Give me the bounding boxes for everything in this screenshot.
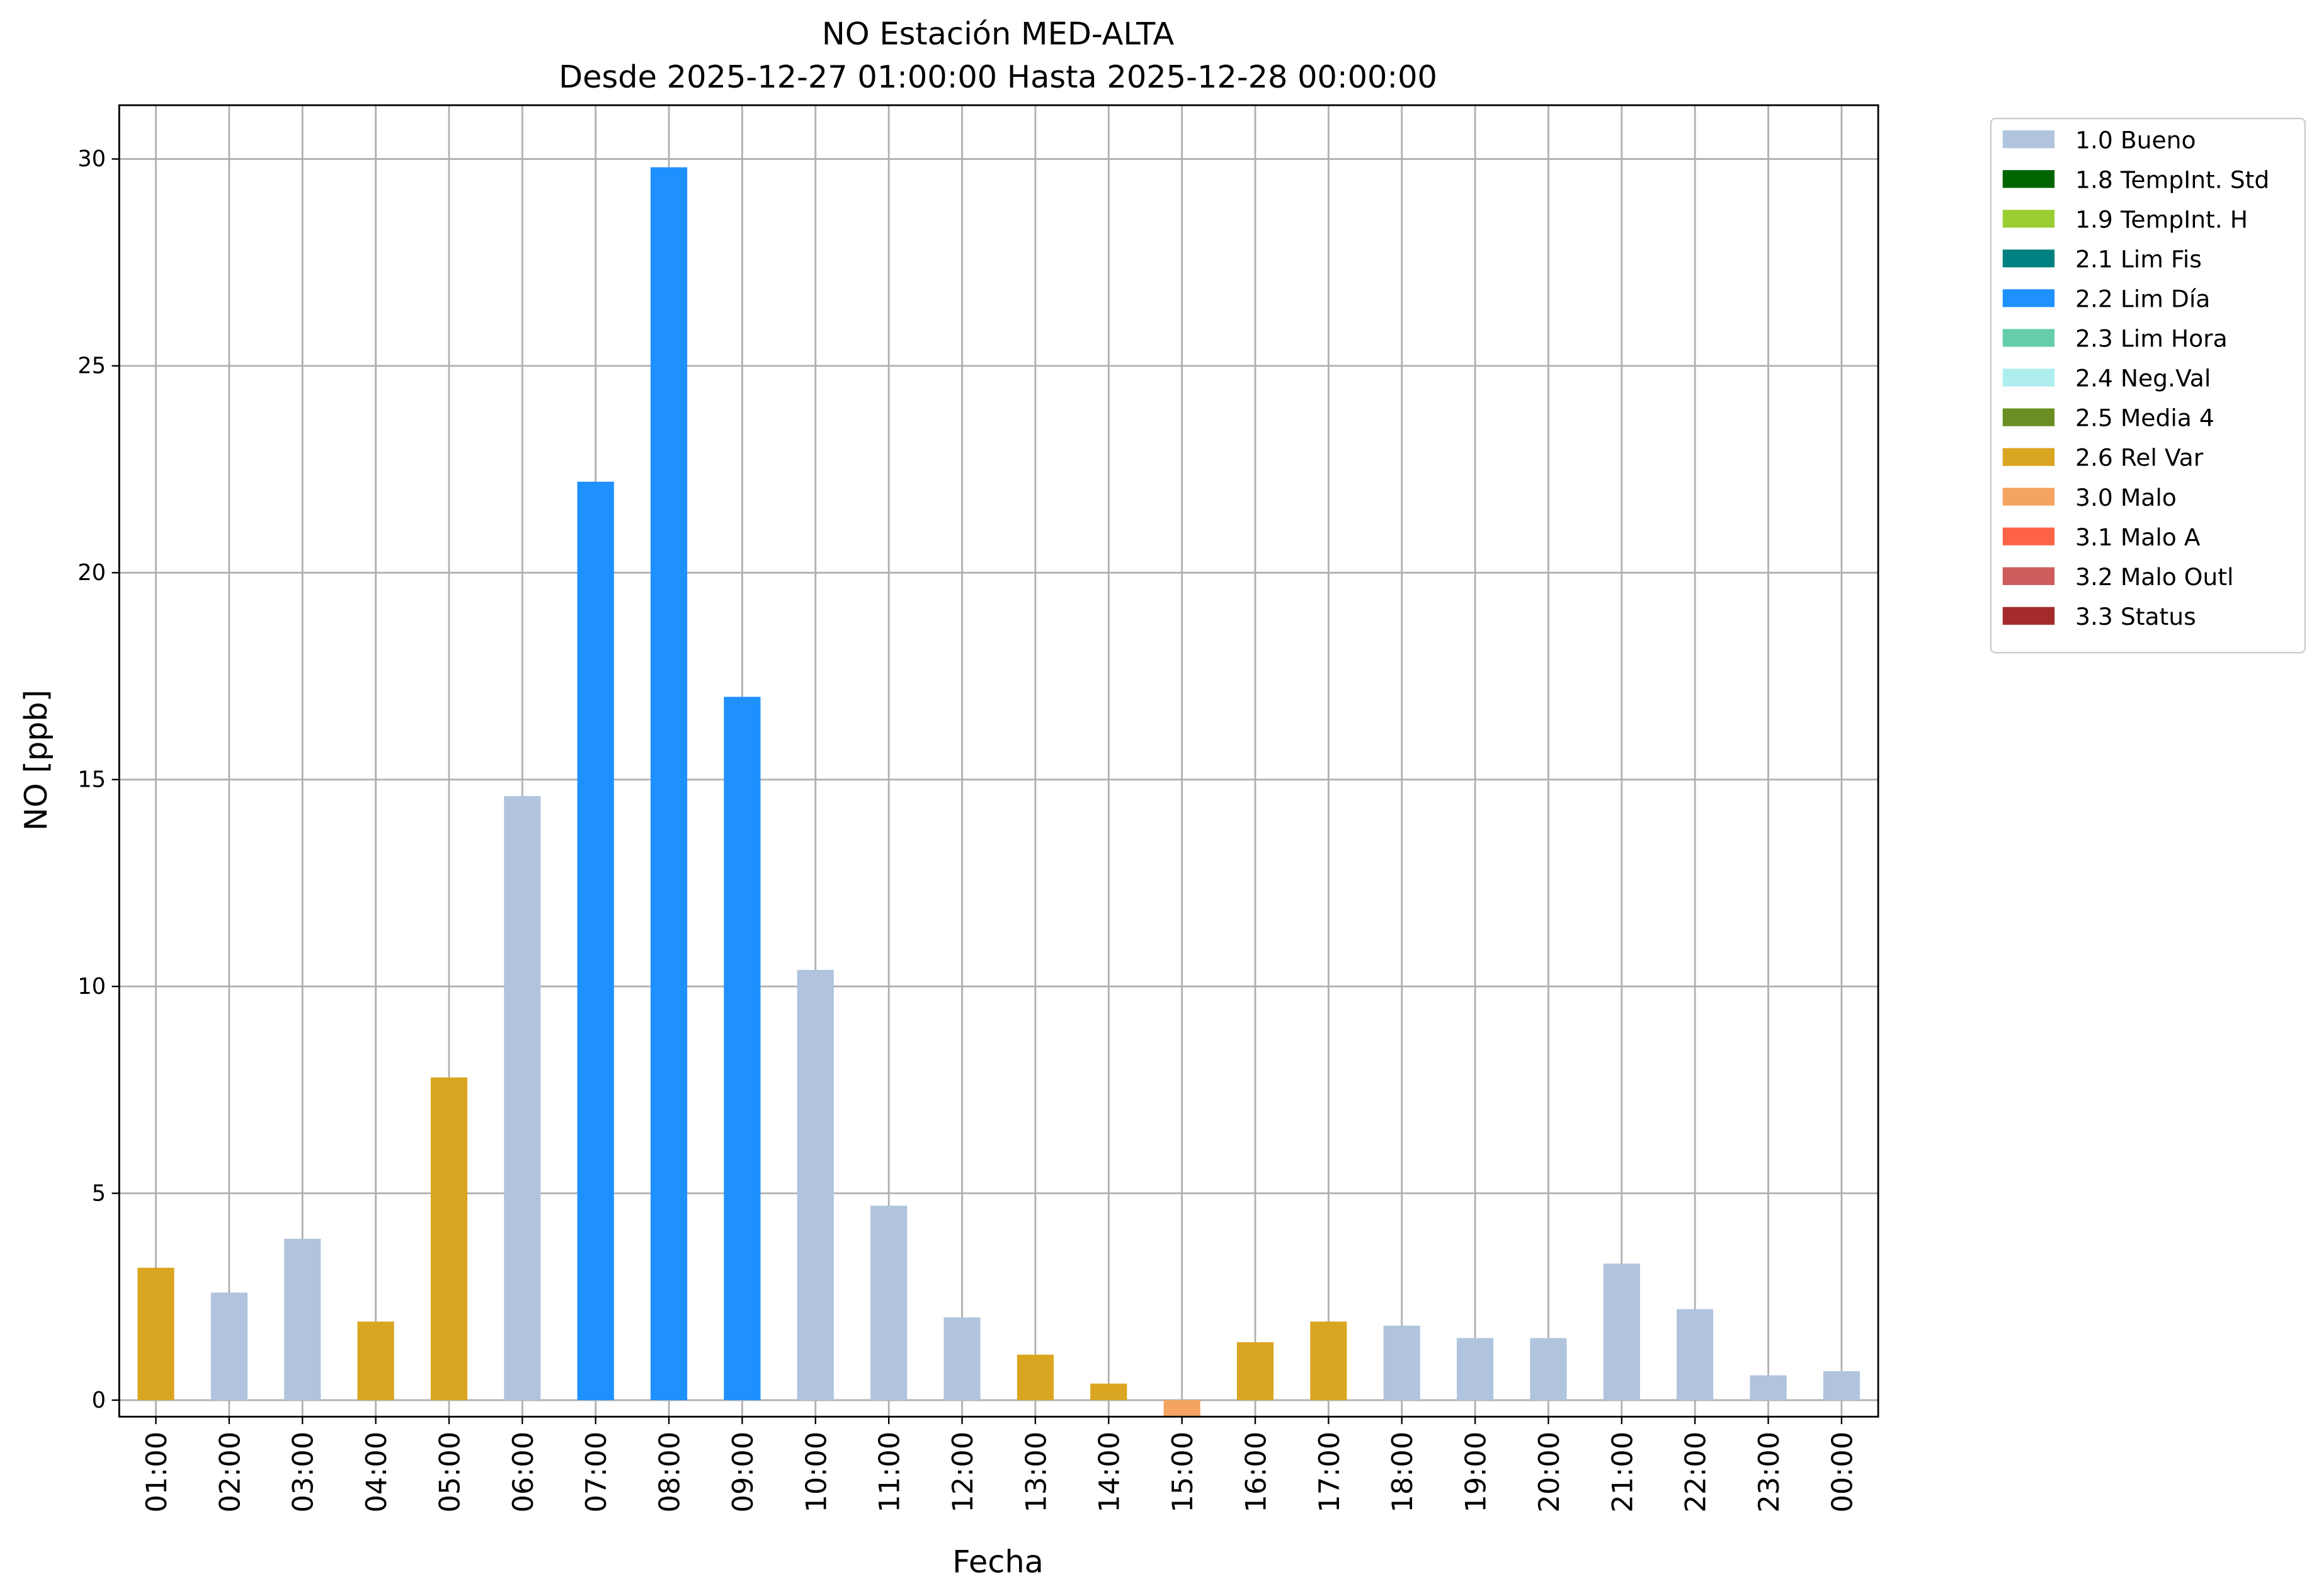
x-tick-label: 02:00 [214,1432,246,1513]
legend-swatch [2002,408,2055,426]
legend-label: 3.2 Malo Outl [2075,563,2233,591]
bar [870,1206,908,1401]
y-tick-label: 5 [92,1180,106,1206]
bar [1383,1325,1420,1401]
legend-swatch [2002,289,2055,307]
legend-swatch [2002,368,2055,387]
bar [724,697,761,1401]
legend-label: 1.0 Bueno [2075,126,2196,154]
bar [577,481,614,1401]
legend-swatch [2002,527,2055,545]
bar [1090,1383,1127,1401]
x-tick-label: 15:00 [1166,1432,1199,1513]
chart-title: NO Estación MED-ALTA [822,16,1175,52]
x-tick-label: 11:00 [874,1432,906,1513]
bar [284,1238,321,1401]
x-tick-label: 01:00 [140,1432,173,1513]
x-tick-label: 03:00 [287,1432,320,1513]
x-tick-label: 22:00 [1680,1432,1712,1513]
x-tick-label: 17:00 [1313,1432,1346,1513]
legend-swatch [2002,170,2055,188]
y-tick-label: 0 [92,1388,106,1413]
legend-label: 2.2 Lim Día [2075,285,2210,313]
y-tick-label: 30 [77,146,106,172]
x-tick-label: 12:00 [947,1432,979,1513]
legend-label: 2.6 Rel Var [2075,444,2204,472]
legend-swatch [2002,329,2055,347]
y-tick-label: 25 [77,353,106,379]
x-tick-label: 08:00 [654,1432,687,1513]
bar [1677,1309,1714,1401]
legend-label: 3.1 Malo A [2075,523,2201,551]
legend-swatch [2002,607,2055,625]
chart-subtitle: Desde 2025-12-27 01:00:00 Hasta 2025-12-… [559,59,1437,95]
legend-swatch [2002,210,2055,228]
legend-swatch [2002,249,2055,268]
bar [137,1267,174,1401]
x-tick-label: 19:00 [1460,1432,1493,1513]
plot-frame [118,104,1879,1418]
bar [943,1317,981,1401]
x-tick-label: 09:00 [727,1432,760,1513]
x-tick-label: 16:00 [1239,1432,1272,1513]
legend-label: 3.3 Status [2075,603,2196,630]
legend-label: 1.8 TempInt. Std [2075,166,2269,193]
x-tick-label: 07:00 [580,1432,613,1513]
x-axis-label: Fecha [952,1543,1044,1580]
x-tick-label: 00:00 [1826,1432,1859,1513]
bar [650,167,688,1401]
x-tick-label: 06:00 [507,1432,540,1513]
legend-swatch [2002,130,2055,149]
legend-swatch [2002,448,2055,466]
legend-label: 3.0 Malo [2075,484,2177,511]
x-tick-label: 10:00 [800,1432,833,1513]
legend-label: 1.9 TempInt. H [2075,205,2248,233]
x-tick-label: 18:00 [1386,1432,1419,1513]
legend-label: 2.5 Media 4 [2075,404,2214,432]
bar [1017,1354,1054,1401]
x-tick-label: 14:00 [1093,1432,1126,1513]
y-axis-label: NO [ppb] [18,690,54,831]
legend-label: 2.4 Neg.Val [2075,365,2211,392]
bar [504,796,541,1401]
x-tick-label: 05:00 [433,1432,466,1513]
bar [1163,1400,1200,1417]
bar [357,1321,394,1401]
y-tick-label: 15 [77,767,106,793]
bar [1530,1338,1567,1401]
legend-label: 2.3 Lim Hora [2075,325,2228,353]
legend-box [1990,118,2306,654]
legend-label: 2.1 Lim Fis [2075,245,2202,273]
x-tick-label: 21:00 [1606,1432,1639,1513]
bar [797,969,834,1401]
x-tick-label: 20:00 [1533,1432,1566,1513]
bar [1823,1371,1860,1401]
bar [430,1077,468,1401]
bar [1603,1263,1640,1401]
bar [1310,1321,1347,1401]
bar [1236,1342,1274,1401]
x-tick-label: 13:00 [1020,1432,1052,1513]
legend-swatch [2002,567,2055,585]
x-tick-label: 04:00 [360,1432,393,1513]
y-tick-label: 20 [77,560,106,586]
legend-swatch [2002,487,2055,506]
x-tick-label: 23:00 [1753,1432,1786,1513]
bar [210,1292,248,1401]
bar [1750,1375,1787,1401]
y-tick-label: 10 [77,974,106,1000]
bar [1457,1338,1494,1401]
